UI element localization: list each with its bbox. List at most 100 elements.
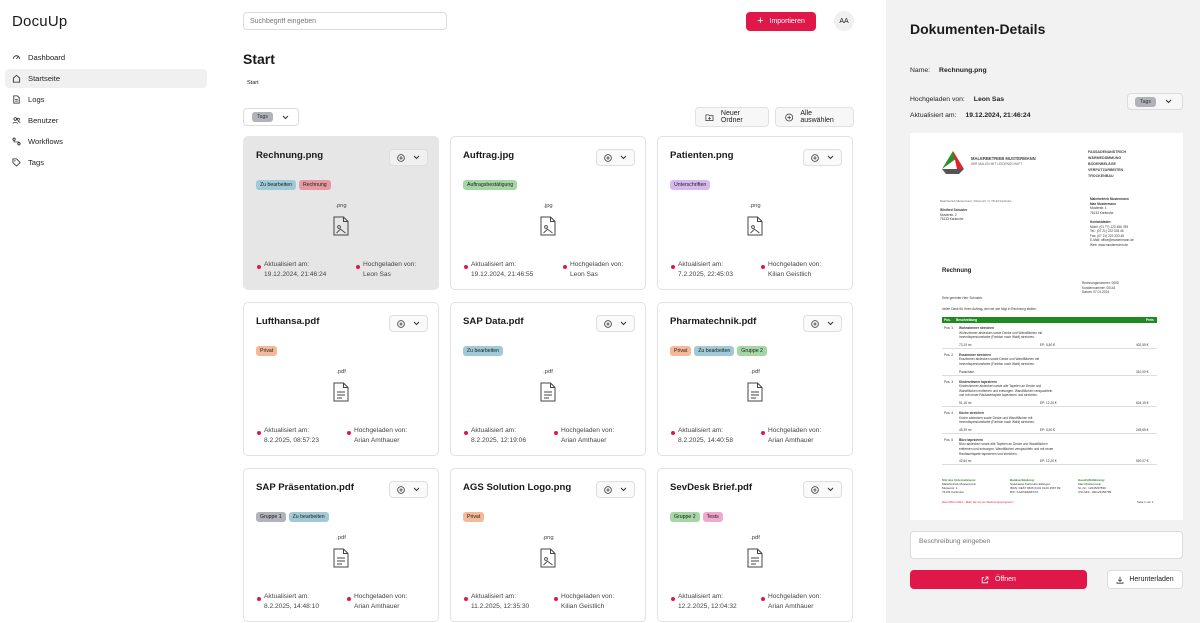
file-extension: .png bbox=[542, 535, 554, 541]
details-uploader-label: Hochgeladen von: bbox=[910, 96, 965, 103]
updated-value: 11.2.2025, 12:35:30 bbox=[471, 603, 530, 610]
row-divider bbox=[942, 464, 1157, 466]
invoice-text: Kundennummer: 00144 bbox=[1082, 285, 1116, 290]
file-card[interactable]: Auftrag.jpg Auftragsbestätigung .jpg Aktual… bbox=[450, 136, 646, 290]
file-extension: .pdf bbox=[750, 369, 760, 375]
description-input[interactable] bbox=[910, 531, 1183, 559]
tag-badge[interactable]: Privat bbox=[256, 346, 278, 356]
tag-badge[interactable]: Unterschriften bbox=[670, 180, 711, 190]
file-card[interactable]: Pharmatechnik.pdf Privat Zu bearbeiten Grup… bbox=[657, 302, 853, 456]
sidebar-item-logs[interactable]: Logs bbox=[5, 90, 207, 109]
invoice-text: Kontaktdaten: bbox=[1090, 220, 1112, 224]
sidebar-item-label: Benutzer bbox=[28, 116, 59, 125]
logs-icon bbox=[13, 95, 20, 104]
sidebar-item-benutzer[interactable]: Benutzer bbox=[5, 111, 207, 130]
updated-label: Aktualisiert am: bbox=[264, 261, 310, 268]
tag-badge[interactable]: Zu bearbeiten bbox=[288, 512, 329, 522]
tag-badge[interactable]: Rechnung bbox=[299, 180, 331, 190]
document-preview[interactable]: MALERBETRIEB MUSTERMANN WIR MALEN MIT LEI… bbox=[910, 133, 1183, 520]
file-extension: .pdf bbox=[543, 369, 553, 375]
tag-list: Gruppe 2 Tests bbox=[670, 512, 723, 522]
tag-badge[interactable]: Zu bearbeiten bbox=[694, 346, 735, 356]
uploader-value: Leon Sas bbox=[363, 271, 391, 278]
tag-badge[interactable]: Gruppe 1 bbox=[256, 512, 286, 522]
download-button[interactable]: Herunterladen bbox=[1107, 570, 1183, 589]
invoice-text: Malerbetrieb Mustermann bbox=[942, 482, 977, 486]
details-tags-dropdown[interactable]: Tags bbox=[1127, 93, 1183, 110]
details-tags-label: Tags bbox=[1135, 96, 1156, 107]
tag-badge[interactable]: Zu bearbeiten bbox=[256, 180, 297, 190]
file-card[interactable]: SAP Data.pdf Zu bearbeiten .pdf Aktualisier… bbox=[450, 302, 646, 456]
new-folder-button[interactable]: Neuer Ordner bbox=[695, 107, 769, 127]
file-card[interactable]: SAP Präsentation.pdf Gruppe 1 Zu bearbeite… bbox=[243, 468, 439, 622]
row-divider bbox=[942, 347, 1157, 349]
updated-meta: Aktualisiert am: 19.12.2024, 21:46:24 bbox=[257, 260, 327, 280]
plus-circle-icon bbox=[811, 153, 819, 162]
invoice-text: Kinderzimmer tapezieren bbox=[959, 379, 997, 384]
status-dot bbox=[464, 597, 468, 601]
uploader-meta: Hochgeladen von: Kilian Geistlich bbox=[761, 260, 821, 280]
updated-meta: Aktualisiert am: 19.12.2024, 21:46:55 bbox=[464, 260, 533, 280]
main-content: + Importieren AA Start Start Tags Neuer … bbox=[222, 0, 886, 623]
plus-circle-icon bbox=[397, 485, 405, 494]
invoice-text: Musterstr. 1 bbox=[942, 486, 958, 491]
sidebar-item-dashboard[interactable]: Dashboard bbox=[5, 48, 207, 67]
card-actions-button[interactable] bbox=[389, 315, 428, 332]
file-name: AGS Solution Logo.png bbox=[463, 482, 572, 493]
file-card[interactable]: Lufthansa.pdf Privat .pdf Aktualisiert am: 8… bbox=[243, 302, 439, 456]
open-button-label: Öffnen bbox=[995, 576, 1016, 583]
invoice-text: Winifred Schuster bbox=[940, 208, 968, 212]
sidebar-item-startseite[interactable]: Startseite bbox=[5, 69, 207, 88]
invoice-text: Pos. 1 bbox=[944, 326, 954, 330]
invoice-text: Büro tapezieren bbox=[959, 437, 984, 442]
invoice-text: Innendispersionsfarbe (Farbton nach Wahl… bbox=[959, 420, 1035, 425]
invoice-text: Wohnzimmer abdecken sowie Decke und Wand… bbox=[959, 330, 1043, 335]
tag-badge[interactable]: Gruppe 2 bbox=[737, 346, 767, 356]
import-button[interactable]: + Importieren bbox=[746, 12, 816, 31]
image-file-icon bbox=[747, 216, 763, 236]
invoice-text: St.-Nr.: 12345/67890 bbox=[1078, 486, 1106, 491]
card-actions-button[interactable] bbox=[596, 149, 635, 166]
invoice-text: Esszimmer streichen bbox=[959, 352, 991, 357]
chevron-down-icon bbox=[827, 155, 834, 160]
updated-label: Aktualisiert am: bbox=[678, 261, 724, 268]
file-extension: .jpg bbox=[543, 203, 553, 209]
card-actions-button[interactable] bbox=[596, 315, 635, 332]
file-card[interactable]: AGS Solution Logo.png Privat .png Aktualisi… bbox=[450, 468, 646, 622]
updated-label: Aktualisiert am: bbox=[471, 593, 517, 600]
tag-badge[interactable]: Tests bbox=[702, 512, 723, 522]
open-button[interactable]: Öffnen bbox=[910, 570, 1087, 589]
sidebar-item-tags[interactable]: Tags bbox=[5, 153, 207, 172]
search-input[interactable] bbox=[243, 12, 447, 30]
status-dot bbox=[464, 265, 468, 269]
updated-value: 19.12.2024, 21:46:24 bbox=[264, 271, 327, 278]
tags-filter-dropdown[interactable]: Tags bbox=[243, 108, 299, 126]
tag-badge[interactable]: Privat bbox=[463, 512, 485, 522]
breadcrumb[interactable]: Start bbox=[247, 80, 259, 86]
tag-badge[interactable]: Auftragsbestätigung bbox=[463, 180, 518, 190]
status-dot bbox=[761, 597, 765, 601]
tag-badge[interactable]: Privat bbox=[670, 346, 692, 356]
card-actions-button[interactable] bbox=[596, 481, 635, 498]
card-actions-button[interactable] bbox=[389, 149, 428, 166]
import-button-label: Importieren bbox=[769, 18, 805, 25]
select-all-button[interactable]: Alle auswählen bbox=[775, 107, 854, 127]
card-actions-button[interactable] bbox=[803, 481, 842, 498]
row-divider bbox=[942, 432, 1157, 434]
tag-list: Privat bbox=[256, 346, 278, 356]
tag-badge[interactable]: Zu bearbeiten bbox=[463, 346, 504, 356]
sidebar-item-workflows[interactable]: Workflows bbox=[5, 132, 207, 151]
document-file-icon bbox=[747, 382, 763, 402]
file-card[interactable]: SevDesk Brief.pdf Gruppe 2 Tests .pdf Aktual… bbox=[657, 468, 853, 622]
card-actions-button[interactable] bbox=[803, 149, 842, 166]
file-card[interactable]: Rechnung.png Zu bearbeiten Rechnung .png Akt… bbox=[243, 136, 439, 290]
file-card[interactable]: Patienten.png Unterschriften .png Aktualisi… bbox=[657, 136, 853, 290]
avatar[interactable]: AA bbox=[834, 11, 854, 31]
invoice-text: Fax: (07 21) 222 333 46 bbox=[1090, 233, 1125, 238]
card-actions-button[interactable] bbox=[389, 481, 428, 498]
chevron-down-icon bbox=[620, 321, 627, 326]
card-actions-button[interactable] bbox=[803, 315, 842, 332]
tag-badge[interactable]: Gruppe 2 bbox=[670, 512, 700, 522]
updated-value: 8.2.2025, 14:40:58 bbox=[678, 437, 733, 444]
invoice-text: 51,16 m² bbox=[959, 401, 972, 405]
